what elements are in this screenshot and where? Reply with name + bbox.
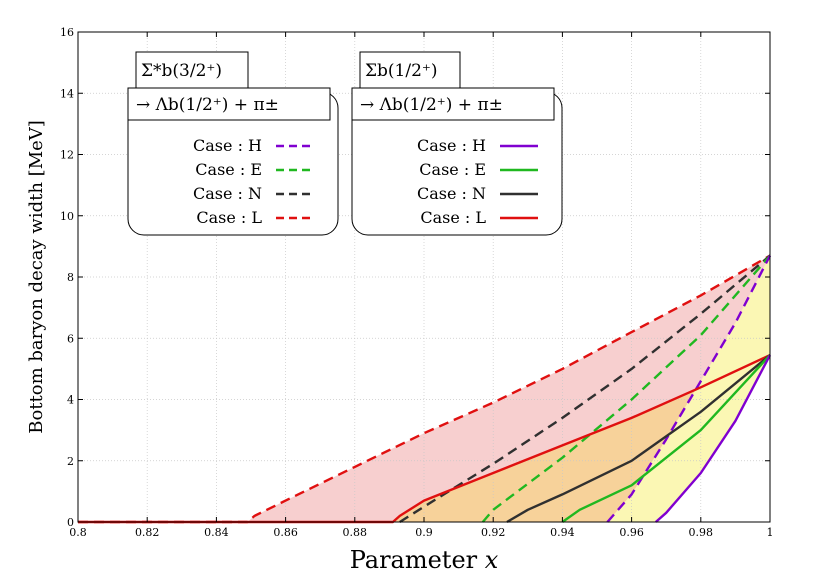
x-tick-label: 0.9: [415, 526, 433, 539]
series-line-b-e: [481, 254, 771, 523]
series-line-b-l: [78, 354, 771, 524]
legend-title-box-2: [351, 87, 555, 121]
x-axis-label-var: x: [485, 546, 499, 574]
legend-entry-label: Case : H: [193, 136, 262, 155]
legend-entry-label: Case : N: [193, 184, 262, 203]
series-line-b-h: [655, 354, 772, 523]
x-axis-label: Parameter x: [350, 546, 499, 574]
y-tick-label: 12: [60, 149, 74, 162]
axis-ticks: 0.8 0.82 0.84 0.86 0.88 0.9 0.92 0.94 0.96 0.98 10…: [60, 26, 774, 539]
y-tick-label: 8: [67, 271, 74, 284]
legend-entry-label: Case : L: [420, 208, 486, 227]
x-tick-label: 0.92: [481, 526, 506, 539]
series-line-b-n: [506, 354, 771, 524]
legend-title-line1: Σ*b(3/2⁺): [141, 61, 222, 81]
y-tick-label: 6: [67, 332, 74, 345]
x-tick-label: 1: [767, 526, 774, 539]
series-line-b-l: [78, 254, 771, 524]
y-tick-label: 4: [67, 394, 74, 407]
legend-title-line2: → Λb(1/2⁺) + π±: [136, 95, 279, 115]
x-tick-label: 0.88: [343, 526, 368, 539]
x-tick-label: 0.82: [135, 526, 160, 539]
legend-dashed: Σ*b(3/2⁺) → Λb(1/2⁺) + π± Case : H Case : E…: [127, 51, 339, 236]
legend-entry-label: Case : N: [417, 184, 486, 203]
legend-title-line1: Σb(1/2⁺): [365, 61, 438, 81]
shade-orange: [392, 255, 770, 522]
y-tick-label: 14: [60, 87, 74, 100]
y-tick-label: 2: [67, 455, 74, 468]
x-axis-label-text: Parameter: [350, 546, 485, 574]
series-line-b-h: [606, 255, 772, 523]
legend-entry-label: Case : E: [419, 160, 486, 179]
legend-entry-label: Case : E: [195, 160, 262, 179]
x-tick-label: 0.86: [273, 526, 298, 539]
series-line-b-e: [561, 354, 771, 523]
legend-entry-label: Case : H: [417, 136, 486, 155]
series-line-b-n: [399, 254, 771, 524]
series-lines: [78, 254, 772, 524]
legend-title-box: [359, 51, 461, 89]
y-tick-label: 0: [67, 516, 74, 529]
legends: Σ*b(3/2⁺) → Λb(1/2⁺) + π± Case : H Case : E…: [127, 51, 563, 236]
legend-title-box-2: [127, 87, 331, 121]
y-tick-label: 16: [60, 26, 74, 39]
legend-entry-label: Case : L: [196, 208, 262, 227]
x-tick-label: 0.8: [69, 526, 87, 539]
y-tick-label: 10: [60, 210, 74, 223]
legend-title-box: [135, 51, 249, 89]
x-tick-label: 0.94: [550, 526, 575, 539]
x-tick-label: 0.98: [689, 526, 714, 539]
legend-title-line2: → Λb(1/2⁺) + π±: [360, 95, 503, 115]
legend-solid: Σb(1/2⁺) → Λb(1/2⁺) + π± Case : H Case : E C…: [351, 51, 563, 236]
x-tick-label: 0.96: [619, 526, 644, 539]
x-tick-label: 0.84: [204, 526, 229, 539]
y-axis-label: Bottom baryon decay width [MeV]: [26, 120, 47, 434]
